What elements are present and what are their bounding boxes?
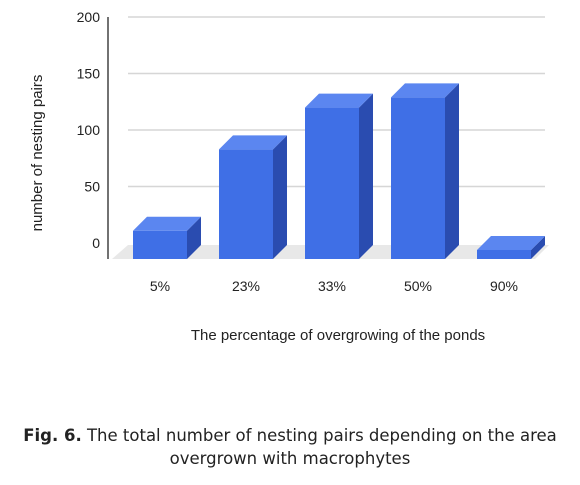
x-tick-label: 33% (318, 278, 346, 294)
y-tick-label: 0 (92, 235, 100, 251)
bar (133, 216, 201, 259)
bar (477, 235, 545, 259)
y-tick-label: 200 (77, 9, 101, 25)
bar-side (273, 135, 287, 259)
x-tick-label: 50% (404, 278, 432, 294)
bar-front (133, 230, 187, 259)
y-tick-label: 100 (77, 122, 101, 138)
bar-side (187, 216, 201, 259)
bar-chart: 0 50 100 150 200 5% 23% 33% 50% 90% number of ne… (29, 9, 549, 344)
bar (391, 83, 459, 259)
bar (305, 93, 373, 259)
bar-front (305, 107, 359, 259)
x-tick-label: 90% (490, 278, 518, 294)
bar-side (445, 83, 459, 259)
bar-front (219, 149, 273, 259)
bar-front (391, 97, 445, 259)
figure-caption-text: The total number of nesting pairs depend… (81, 426, 557, 468)
bar-top (219, 135, 287, 150)
x-tick-labels: 5% 23% 33% 50% 90% (150, 278, 518, 294)
bars (133, 83, 545, 259)
figure-label: Fig. 6. (23, 426, 82, 445)
y-axis-title: number of nesting pairs (29, 75, 46, 232)
bar (219, 135, 287, 259)
y-tick-label: 150 (77, 66, 101, 82)
figure-caption: Fig. 6. The total number of nesting pair… (0, 424, 580, 470)
bar-top (133, 216, 201, 231)
x-tick-label: 5% (150, 278, 170, 294)
bar-top (305, 93, 373, 108)
bar-front (477, 249, 531, 259)
x-tick-label: 23% (232, 278, 260, 294)
bar-side (531, 235, 545, 259)
x-axis-title: The percentage of overgrowing of the pon… (191, 327, 485, 344)
bar-top (477, 235, 545, 250)
y-tick-label: 50 (84, 179, 100, 195)
bar-top (391, 83, 459, 98)
y-tick-labels: 0 50 100 150 200 (77, 9, 101, 251)
bar-side (359, 93, 373, 259)
